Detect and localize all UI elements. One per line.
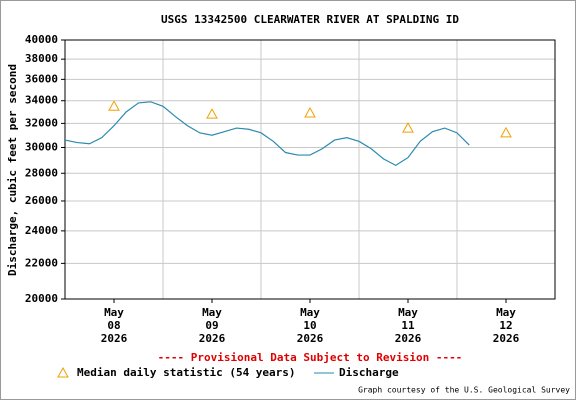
y-tick-label: 30000 [25,140,58,153]
x-tick-label: 09 [205,319,218,332]
y-tick-label: 28000 [25,166,58,179]
x-tick-label: May [104,306,124,319]
y-tick-label: 24000 [25,224,58,237]
y-tick-label: 38000 [25,52,58,65]
x-tick-label: 12 [499,319,512,332]
plot-area [65,40,555,299]
provisional-note: ---- Provisional Data Subject to Revisio… [158,351,463,364]
x-tick-label: 10 [303,319,316,332]
credit: Graph courtesy of the U.S. Geological Su… [358,386,570,395]
median-marker [500,126,512,138]
x-tick-label: 2026 [297,332,324,345]
x-tick-label: 2026 [395,332,422,345]
median-marker [108,100,120,111]
x-tick-label: 2026 [101,332,128,345]
x-tick-label: May [398,306,418,319]
x-tick-label: May [300,306,320,319]
legend-marker [57,366,69,378]
median-marker [304,106,316,118]
x-tick-label: 08 [107,319,120,332]
y-tick-label: 36000 [25,72,58,85]
y-tick-label: 40000 [25,33,58,46]
y-axis-label: Discharge, cubic feet per second [6,64,19,276]
y-tick-label: 20000 [25,292,58,305]
y-tick-label: 34000 [25,94,58,107]
discharge-line [64,101,470,167]
legend-label: Discharge [339,366,399,379]
x-tick-label: 2026 [199,332,226,345]
median-marker [206,108,218,119]
y-tick-label: 32000 [25,116,58,129]
plot-border [64,39,556,300]
y-tick-label: 26000 [25,194,58,207]
y-tick-label: 22000 [25,256,58,269]
x-tick-label: May [496,306,516,319]
median-marker [402,122,414,133]
legend-label: Median daily statistic (54 years) [77,366,296,379]
x-tick-label: 2026 [493,332,520,345]
chart-title: USGS 13342500 CLEARWATER RIVER AT SPALDI… [161,13,459,26]
x-tick-label: 11 [401,319,415,332]
x-tick-label: May [202,306,222,319]
